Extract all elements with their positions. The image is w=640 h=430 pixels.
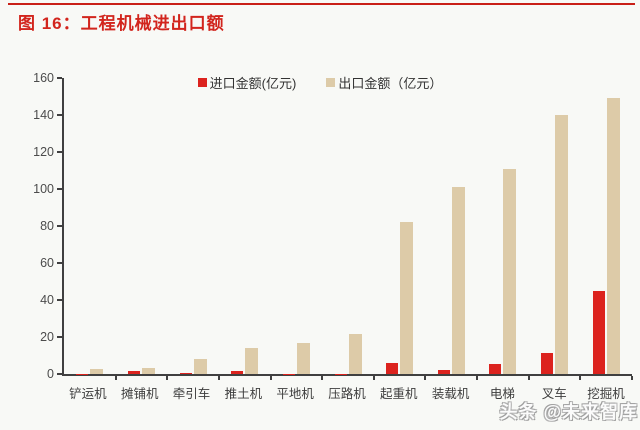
- x-axis-tick: [424, 376, 427, 380]
- plot-area: 0 20 40 60 80 100 120 140 160: [33, 71, 634, 381]
- y-axis-label: 80: [40, 219, 54, 233]
- x-axis-label: 推土机: [224, 387, 263, 401]
- x-axis-label: 平地机: [276, 387, 314, 401]
- legend: 进口金额(亿元) 出口金额（亿元）: [0, 73, 640, 92]
- import-swatch-icon: [197, 78, 207, 87]
- y-axis-label: 60: [40, 256, 54, 270]
- x-axis-tick: [579, 376, 582, 380]
- title-rule: [8, 3, 635, 5]
- bar-export: [193, 359, 207, 374]
- bar-export: [245, 348, 259, 374]
- y-axis-label: 100: [33, 182, 54, 196]
- y-tick: [57, 262, 62, 264]
- bar-import: [437, 370, 450, 374]
- x-axis-tick: [372, 376, 375, 380]
- bar-group: [425, 78, 479, 380]
- bar-export: [555, 115, 569, 374]
- x-axis-tick: [166, 376, 169, 380]
- x-axis-label: 装载机: [431, 387, 470, 401]
- legend-item-export: 出口金额（亿元）: [326, 73, 442, 92]
- bar-group: [116, 78, 169, 380]
- bar-export: [451, 187, 465, 374]
- bar-group: [374, 78, 427, 380]
- bar-group: [322, 78, 375, 380]
- y-tick: [57, 373, 62, 375]
- y-axis-label: 0: [47, 367, 54, 381]
- y-tick: [57, 114, 62, 116]
- bar-export: [503, 168, 517, 374]
- x-axis-labels: 铲运机 摊铺机 牵引车 推土机 平地机 压路机 起重机 装载机 电梯 叉车 挖掘机: [62, 383, 632, 402]
- x-axis-tick: [631, 376, 634, 380]
- figure-title: 图 16：工程机械进出口额: [18, 14, 225, 33]
- bar-export: [606, 98, 620, 374]
- x-axis-label: 挖掘机: [587, 387, 625, 401]
- x-axis-label: 摊铺机: [120, 387, 159, 401]
- y-axis-label: 20: [40, 330, 54, 344]
- bar-import: [386, 362, 399, 374]
- x-axis-tick: [269, 376, 272, 380]
- bar-import: [127, 370, 140, 374]
- bar-export: [296, 343, 310, 374]
- watermark: 头条 @未来智库: [499, 402, 638, 422]
- x-axis-label: 叉车: [541, 387, 567, 401]
- bar-group: [167, 78, 220, 380]
- y-axis-label: 120: [33, 145, 54, 159]
- bar-group: [529, 78, 582, 380]
- x-axis-tick: [217, 376, 220, 380]
- bar-export: [90, 369, 104, 374]
- y-axis-label: 140: [33, 108, 54, 122]
- y-tick: [57, 151, 62, 153]
- x-axis-tick: [114, 376, 117, 380]
- legend-label-import: 进口金额(亿元): [209, 76, 297, 91]
- bar-group: [219, 78, 272, 380]
- x-axis-label: 压路机: [328, 387, 366, 401]
- x-axis-label: 起重机: [380, 387, 418, 401]
- y-axis-label: 40: [40, 293, 54, 307]
- x-axis-tick: [476, 376, 479, 380]
- y-tick: [57, 188, 62, 190]
- bar-import: [231, 370, 244, 374]
- bar-import: [592, 290, 605, 374]
- x-axis-label: 铲运机: [69, 387, 107, 401]
- bar-group: [64, 78, 117, 380]
- bar-groups: [64, 78, 634, 380]
- x-axis-label: 牵引车: [172, 387, 211, 401]
- legend-label-export: 出口金额（亿元）: [338, 76, 443, 91]
- y-tick: [57, 336, 62, 338]
- x-axis-label: 电梯: [489, 387, 515, 401]
- bar-import: [541, 352, 554, 374]
- legend-item-import: 进口金额(亿元): [197, 73, 297, 92]
- y-tick: [57, 225, 62, 227]
- y-tick: [57, 299, 62, 301]
- export-swatch-icon: [326, 78, 336, 87]
- x-axis-tick: [321, 376, 324, 380]
- y-axis-label: 160: [33, 71, 54, 85]
- x-axis-tick: [527, 376, 530, 380]
- bar-import: [179, 372, 192, 374]
- y-tick: [57, 77, 62, 79]
- bar-group: [271, 78, 324, 380]
- bar-export: [348, 334, 362, 374]
- bar-import: [489, 363, 502, 374]
- bar-export: [400, 222, 414, 374]
- bar-group: [580, 78, 634, 380]
- bar-export: [141, 367, 155, 374]
- bar-group: [477, 78, 530, 380]
